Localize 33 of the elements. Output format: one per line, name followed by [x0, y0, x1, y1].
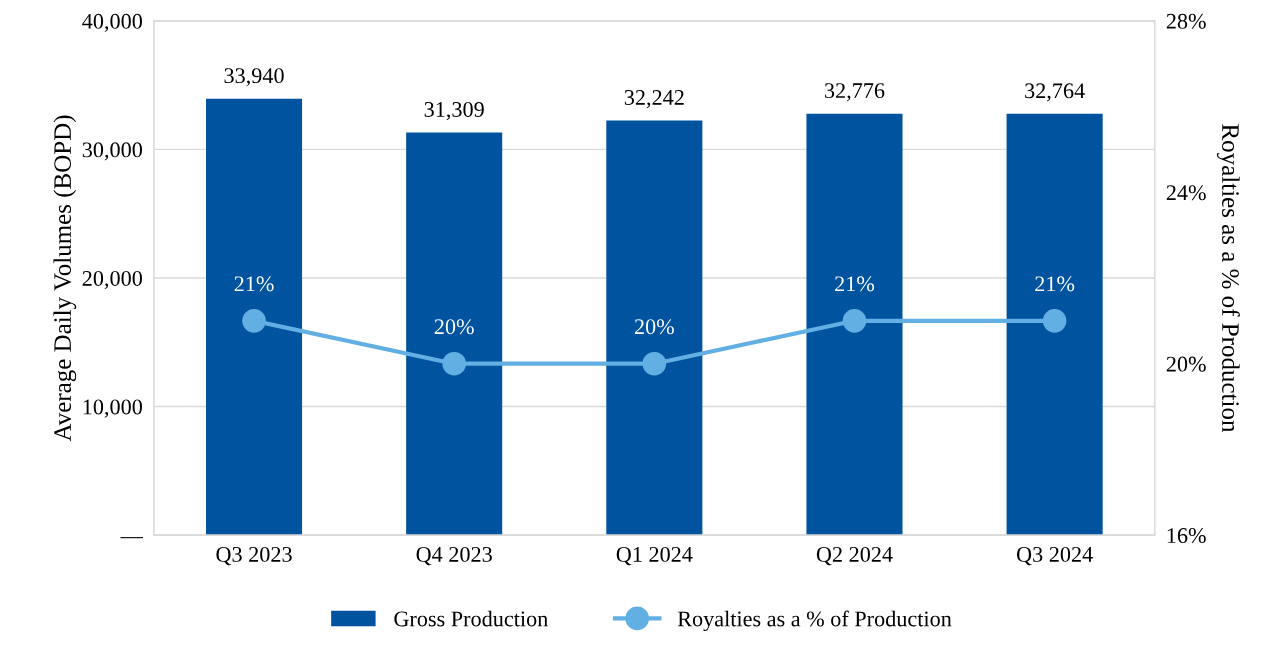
legend-label: Royalties as a % of Production [677, 610, 952, 631]
data-label: 31,309 [424, 101, 484, 121]
y-axis-title: Average Daily Volumes (BOPD) [53, 115, 77, 442]
y-tick-label: 20,000 [82, 270, 142, 290]
bar [606, 120, 703, 536]
y-tick-label: 10,000 [83, 399, 142, 418]
data-label: 20% [634, 319, 674, 335]
x-tick-label: Q2 2024 [816, 546, 893, 566]
y2-tick-label: 28% [1166, 13, 1206, 29]
data-label: 32,242 [624, 90, 684, 109]
data-label: 20% [434, 319, 474, 335]
bar [806, 113, 903, 536]
bar [1006, 113, 1103, 536]
x-tick-label: Q4 2023 [416, 546, 492, 566]
x-tick-label: Q3 2023 [216, 546, 292, 566]
y-tick-label: 40,000 [82, 13, 142, 32]
data-label: 32,776 [824, 83, 885, 102]
x-tick-label: Q1 2024 [616, 546, 693, 566]
data-label: 33,940 [224, 68, 284, 87]
y2-axis-title: Royalties as a % of Production [1216, 124, 1240, 433]
data-label: 21% [835, 276, 875, 292]
y-tick-label: 30,000 [82, 142, 142, 161]
data-label: 32,764 [1025, 83, 1085, 102]
data-label: 21% [1035, 276, 1075, 292]
y2-tick-label: 20% [1166, 356, 1206, 372]
y2-tick-label: 16% [1167, 528, 1206, 544]
bar [206, 98, 303, 536]
legend-label: Gross Production [394, 610, 548, 627]
y2-tick-label: 24% [1166, 185, 1206, 201]
x-tick-label: Q3 2024 [1016, 546, 1093, 566]
bar [406, 132, 503, 536]
y-tick-label: — [120, 537, 143, 539]
data-label: 21% [234, 276, 274, 292]
